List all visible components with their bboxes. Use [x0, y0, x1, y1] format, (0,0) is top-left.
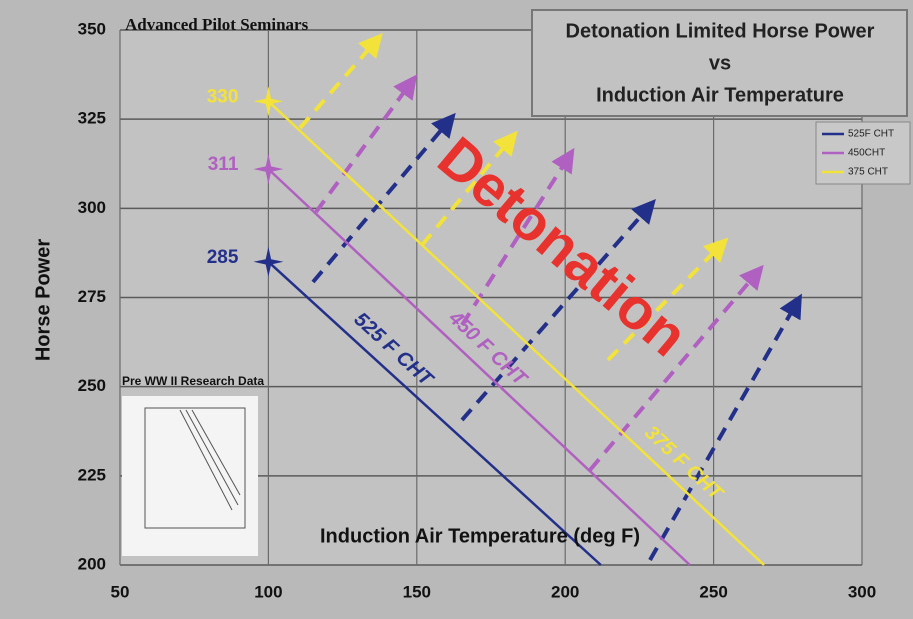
- legend-label: 375 CHT: [848, 167, 888, 178]
- y-tick-label: 225: [78, 465, 106, 484]
- y-axis-label: Horse Power: [32, 239, 54, 361]
- chart: 200 225 250 275 300 325 350 50 100 150 200 250 300 2…: [0, 0, 913, 619]
- x-tick-label: 200: [551, 582, 579, 601]
- x-tick-label: 100: [254, 582, 282, 601]
- x-tick-label: 300: [848, 582, 876, 601]
- x-tick-label: 50: [111, 582, 130, 601]
- y-tick-label: 300: [78, 198, 106, 217]
- inset-image: [122, 396, 258, 556]
- y-tick-label: 350: [78, 19, 106, 38]
- y-tick-label: 250: [78, 376, 106, 395]
- x-axis-label: Induction Air Temperature (deg F): [320, 525, 640, 547]
- inset-label: Pre WW II Research Data: [122, 374, 264, 388]
- x-tick-label: 150: [403, 582, 431, 601]
- value-label: 330: [207, 86, 239, 107]
- value-label: 285: [207, 247, 239, 268]
- legend-label: 450CHT: [848, 148, 885, 159]
- x-tick-label: 250: [699, 582, 727, 601]
- y-tick-label: 275: [78, 287, 106, 306]
- watermark: Advanced Pilot Seminars: [125, 15, 309, 34]
- chart-title: Induction Air Temperature: [596, 84, 844, 106]
- value-label: 311: [208, 154, 239, 175]
- legend-label: 525F CHT: [848, 129, 894, 140]
- y-tick-label: 200: [78, 554, 106, 573]
- chart-title: Detonation Limited Horse Power: [566, 20, 875, 42]
- y-tick-label: 325: [78, 109, 106, 128]
- chart-title: vs: [709, 52, 731, 74]
